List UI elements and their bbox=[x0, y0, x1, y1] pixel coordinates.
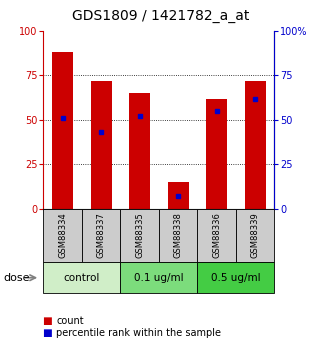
Bar bbox=[159, 209, 197, 262]
Bar bbox=[91, 81, 112, 209]
Text: percentile rank within the sample: percentile rank within the sample bbox=[56, 328, 221, 338]
Bar bbox=[82, 209, 120, 262]
Text: count: count bbox=[56, 316, 84, 326]
Text: control: control bbox=[64, 273, 100, 283]
Bar bbox=[197, 262, 274, 293]
Text: GSM88338: GSM88338 bbox=[174, 213, 183, 258]
Text: 0.1 ug/ml: 0.1 ug/ml bbox=[134, 273, 184, 283]
Bar bbox=[43, 209, 82, 262]
Bar bbox=[120, 262, 197, 293]
Text: GSM88339: GSM88339 bbox=[251, 213, 260, 258]
Text: GSM88335: GSM88335 bbox=[135, 213, 144, 258]
Bar bbox=[120, 209, 159, 262]
Text: GSM88337: GSM88337 bbox=[97, 213, 106, 258]
Text: GSM88334: GSM88334 bbox=[58, 213, 67, 258]
Bar bbox=[129, 93, 150, 209]
Bar bbox=[43, 262, 120, 293]
Bar bbox=[245, 81, 266, 209]
Text: ■: ■ bbox=[42, 316, 51, 326]
Bar bbox=[197, 209, 236, 262]
Text: GDS1809 / 1421782_a_at: GDS1809 / 1421782_a_at bbox=[72, 9, 249, 23]
Bar bbox=[168, 182, 189, 209]
Text: 0.5 ug/ml: 0.5 ug/ml bbox=[211, 273, 261, 283]
Bar bbox=[236, 209, 274, 262]
Text: GSM88336: GSM88336 bbox=[212, 213, 221, 258]
Text: dose: dose bbox=[3, 273, 30, 283]
Text: ■: ■ bbox=[42, 328, 51, 338]
Bar bbox=[52, 52, 73, 209]
Bar bbox=[206, 99, 227, 209]
